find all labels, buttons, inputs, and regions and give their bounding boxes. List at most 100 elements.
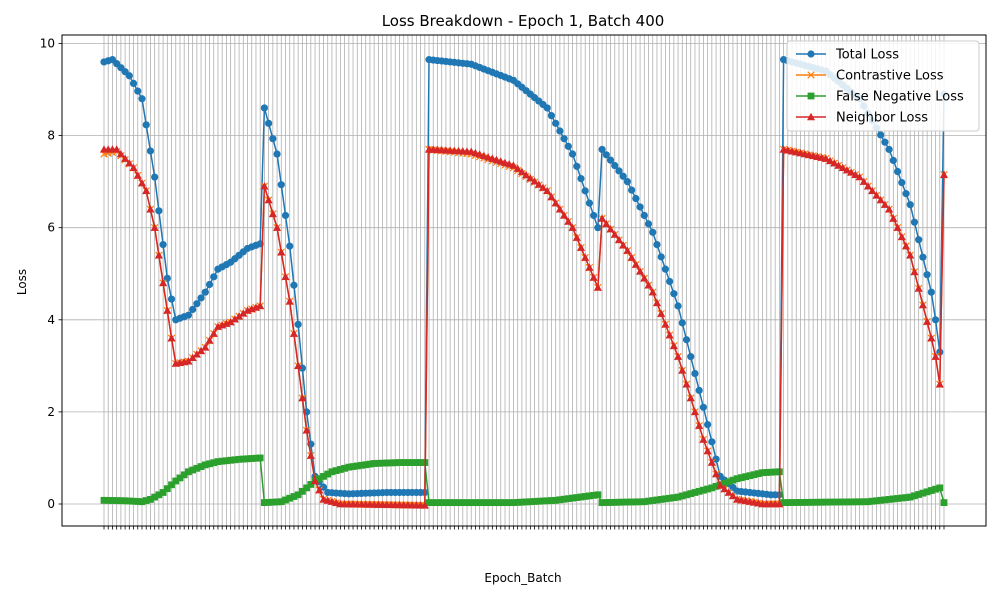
total-loss-point [919,253,927,261]
total-loss-point [590,211,598,220]
false-negative-loss-point [624,498,631,506]
false-negative-loss-point [737,474,745,482]
false-negative-loss-point [822,498,830,506]
false-negative-loss-point [590,491,598,499]
neighbor-loss-point [530,177,539,185]
false-negative-loss-point [505,499,513,507]
false-negative-loss-point [708,484,716,492]
total-loss-point [602,151,610,159]
false-negative-loss-point [670,494,678,502]
neighbor-loss-line [104,148,945,507]
total-loss-point [286,242,294,250]
neighbor-loss-point [644,281,653,289]
total-loss-point [294,320,302,329]
y-ticks: 0 2 4 6 8 10 [40,37,62,511]
false-negative-loss-point [898,494,906,502]
x-axis-label: Epoch_Batch [484,571,561,585]
false-negative-loss-point [619,498,627,506]
false-negative-loss-point [674,493,682,501]
neighbor-loss-point [564,217,573,225]
total-loss-point [552,119,560,127]
false-negative-loss-point [493,499,500,507]
neighbor-loss-point [851,170,860,178]
false-negative-loss-point [535,497,543,505]
legend-marker [807,71,815,79]
false-negative-loss-point [911,492,918,500]
false-negative-loss-point [109,497,116,504]
total-loss-point [319,483,328,491]
neighbor-loss-point [724,488,733,496]
false-negative-loss-point [201,461,209,469]
total-loss-point [201,288,209,296]
neighbor-loss-point [665,330,674,339]
false-negative-loss-point [813,498,821,506]
false-negative-loss-point [915,491,923,498]
total-loss-point [877,131,885,139]
total-loss-point [560,135,568,143]
neighbor-loss-point [876,195,885,204]
false-negative-loss-point [927,487,935,494]
false-negative-loss-point [632,498,640,506]
neighbor-loss-point [826,156,835,165]
neighbor-loss-point [940,170,948,178]
neighbor-loss-point [298,393,307,402]
false-negative-loss-point [189,466,197,474]
neighbor-loss-point [834,161,843,169]
false-negative-loss-point [383,459,391,467]
neighbor-loss-point [163,306,172,314]
false-negative-loss-point [223,457,230,465]
neighbor-loss-point [598,214,607,222]
total-loss-point [682,336,691,344]
neighbor-loss-point [311,476,320,485]
false-negative-loss-point [307,481,315,488]
neighbor-loss-point [289,329,298,337]
neighbor-loss-point [821,154,830,162]
neighbor-loss-point [602,219,611,228]
series-layer [100,56,948,510]
neighbor-loss-point [690,407,699,416]
false-negative-loss-point [497,499,505,507]
false-negative-loss-point [851,498,859,506]
neighbor-loss-point [699,435,708,443]
total-loss-point [577,174,585,183]
legend-label: Contrastive Loss [836,69,944,84]
false-negative-loss-point [282,496,289,504]
neighbor-loss-point [581,253,590,261]
false-negative-loss-point [400,459,408,466]
y-tick-label: 8 [47,129,55,143]
false-negative-loss-point [104,497,112,504]
false-negative-loss-point [704,485,712,493]
plot-frame [61,34,987,527]
total-loss-point [543,104,551,112]
neighbor-loss-point [125,159,134,167]
false-negative-loss-point [611,498,619,506]
false-negative-loss-point [261,499,268,507]
false-negative-loss-point [231,456,239,464]
false-negative-loss-point [885,495,893,503]
false-negative-loss-point [429,499,437,507]
false-negative-loss-point [155,491,163,499]
neighbor-loss-point [576,243,585,251]
total-loss-point [167,295,176,303]
false-negative-loss-point [100,496,108,504]
neighbor-loss-point [538,183,547,191]
total-loss-point [273,150,281,158]
neighbor-loss-point [551,198,560,207]
neighbor-loss-point [277,248,286,256]
false-negative-loss-point [353,462,361,470]
total-loss-point [898,178,906,187]
legend-label: Neighbor Loss [836,111,928,126]
false-negative-loss-point [615,498,623,506]
total-loss-point [598,145,606,154]
total-loss-point [889,156,897,165]
legend-marker [807,92,815,100]
total-loss-point [910,218,919,226]
neighbor-loss-point [830,159,839,167]
false-negative-loss-point [370,460,378,467]
false-negative-loss-point [138,498,146,506]
neighbor-loss-point [585,263,594,271]
total-loss-point [623,178,632,186]
neighbor-loss-point [712,469,721,478]
total-loss-point [640,211,648,220]
total-loss-point [695,386,703,395]
